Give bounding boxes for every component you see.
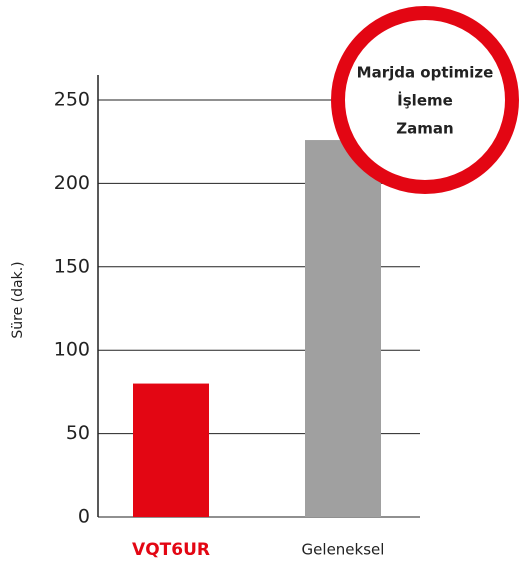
annotation-circle (331, 6, 519, 194)
y-axis-label: Süre (dak.) (10, 261, 26, 338)
y-tick-label: 250 (54, 89, 90, 111)
y-tick-label: 200 (54, 172, 90, 194)
y-tick-label: 0 (78, 506, 90, 528)
bar (133, 383, 209, 517)
x-tick-label: Geleneksel (302, 541, 385, 559)
annotation-text: Marjda optimize (357, 64, 494, 82)
annotation-text: İşleme (397, 91, 453, 110)
y-tick-label: 100 (54, 339, 90, 361)
bar (305, 140, 381, 517)
y-tick-label: 150 (54, 255, 90, 277)
annotation-text: Zaman (396, 120, 453, 138)
y-tick-label: 50 (66, 422, 90, 444)
x-tick-label: VQT6UR (132, 540, 210, 560)
